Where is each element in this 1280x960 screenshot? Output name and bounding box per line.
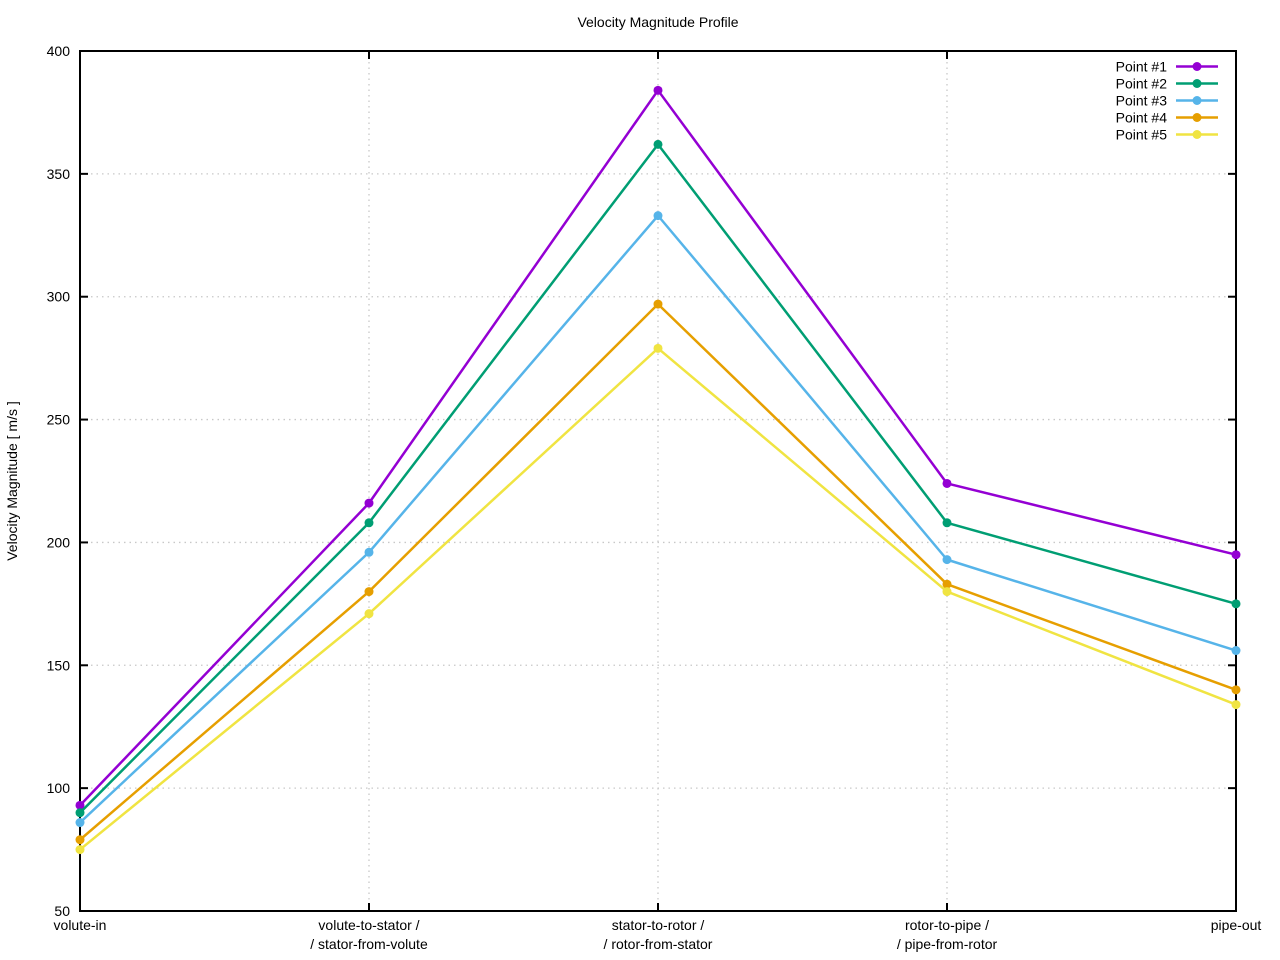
y-tick-label: 150 <box>47 657 71 673</box>
data-point <box>942 555 952 565</box>
series-4 <box>75 299 1241 845</box>
data-point <box>75 835 85 845</box>
legend-entry: Point #5 <box>1116 127 1218 143</box>
legend-label: Point #5 <box>1116 127 1168 143</box>
data-point <box>653 139 663 149</box>
legend-point-sample <box>1192 113 1202 122</box>
legend-label: Point #2 <box>1116 76 1168 92</box>
data-point <box>653 343 663 353</box>
y-tick-label: 50 <box>54 903 70 919</box>
x-tick-label: stator-to-rotor / <box>612 917 705 933</box>
data-point <box>942 478 952 488</box>
legend-entry: Point #2 <box>1116 76 1218 92</box>
series-3 <box>75 211 1241 828</box>
series-line <box>79 302 1237 841</box>
y-tick-label: 200 <box>47 534 71 550</box>
data-point <box>942 579 952 589</box>
series-5 <box>75 343 1241 855</box>
data-point <box>75 808 85 818</box>
data-point <box>364 498 374 508</box>
data-point <box>364 587 374 597</box>
data-point <box>653 211 663 221</box>
data-point <box>75 818 85 828</box>
x-tick-label: / stator-from-volute <box>310 936 428 952</box>
series-1 <box>75 85 1241 810</box>
data-point <box>653 85 663 95</box>
y-axis-label: Velocity Magnitude [ m/s ] <box>4 401 20 561</box>
legend-entry: Point #3 <box>1116 93 1218 109</box>
data-point <box>364 609 374 619</box>
plot-area: 50 100 150 200 250 300 350 400 volute-in volute-t… <box>47 43 1262 952</box>
y-tick-label: 100 <box>47 780 71 796</box>
data-point <box>653 299 663 309</box>
legend-point-sample <box>1192 62 1202 71</box>
data-point <box>1231 550 1241 560</box>
legend-label: Point #1 <box>1116 59 1168 75</box>
legend-point-sample <box>1192 130 1202 139</box>
x-tick-label: / rotor-from-stator <box>604 936 713 952</box>
y-tick-label: 400 <box>47 43 71 59</box>
series-2 <box>75 139 1241 818</box>
legend-entry: Point #1 <box>1116 59 1218 75</box>
data-point <box>75 845 85 855</box>
legend-label: Point #4 <box>1116 110 1168 126</box>
data-point <box>364 547 374 557</box>
chart-title: Velocity Magnitude Profile <box>577 14 738 30</box>
data-point <box>364 518 374 528</box>
x-tick-label: volute-to-stator / <box>318 917 419 933</box>
series-line <box>79 347 1237 851</box>
legend-point-sample <box>1192 79 1202 88</box>
data-point <box>75 800 85 810</box>
data-point <box>1231 700 1241 710</box>
data-point <box>1231 646 1241 656</box>
x-tick-label: volute-in <box>54 917 107 933</box>
data-point <box>1231 599 1241 609</box>
legend-label: Point #3 <box>1116 93 1168 109</box>
y-tick-label: 350 <box>47 166 71 182</box>
data-point <box>942 518 952 528</box>
x-tick-label: / pipe-from-rotor <box>897 936 998 952</box>
data-point <box>942 587 952 597</box>
legend-point-sample <box>1192 96 1202 105</box>
y-tick-label: 300 <box>47 289 71 305</box>
y-tick-label: 250 <box>47 412 71 428</box>
x-tick-label: pipe-out <box>1211 917 1262 933</box>
x-tick-label: rotor-to-pipe / <box>905 917 989 933</box>
plot-border <box>79 50 1237 912</box>
data-point <box>1231 685 1241 695</box>
legend-entry: Point #4 <box>1116 110 1218 126</box>
